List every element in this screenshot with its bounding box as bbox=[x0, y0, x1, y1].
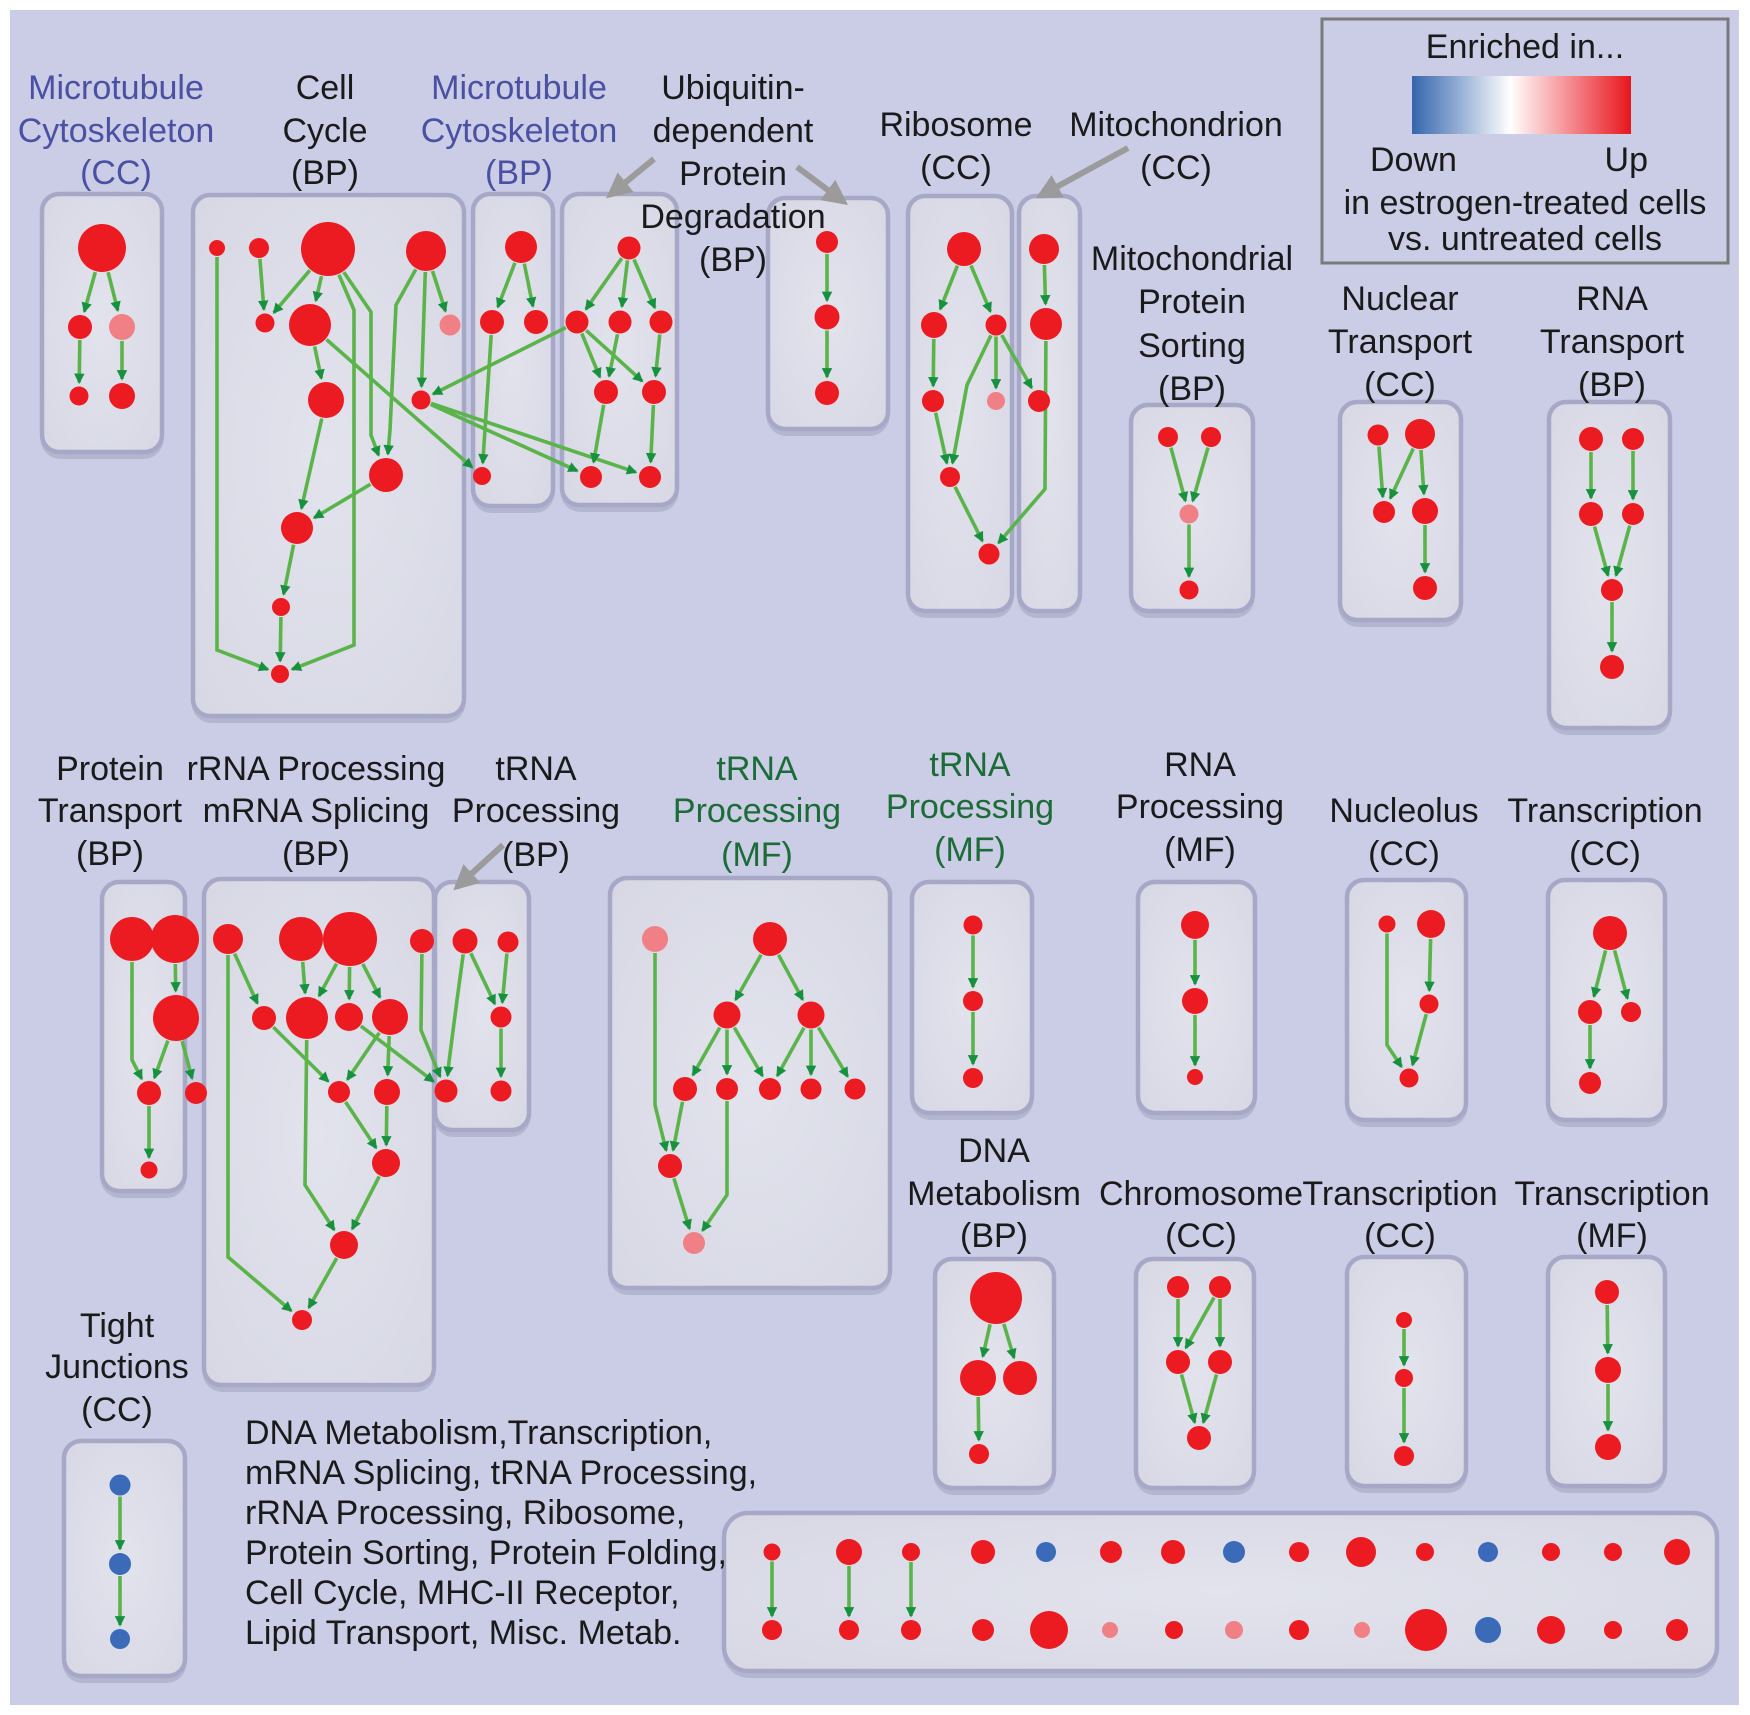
svg-text:Metabolism: Metabolism bbox=[907, 1175, 1081, 1213]
svg-text:Ubiquitin-: Ubiquitin- bbox=[661, 69, 805, 107]
svg-text:(CC): (CC) bbox=[1364, 1217, 1436, 1255]
svg-text:Down: Down bbox=[1370, 141, 1457, 179]
svg-text:Protein: Protein bbox=[1138, 283, 1246, 321]
svg-text:mRNA Splicing: mRNA Splicing bbox=[203, 792, 430, 830]
svg-text:Transport: Transport bbox=[1540, 323, 1685, 361]
svg-text:Tight: Tight bbox=[80, 1307, 155, 1345]
svg-text:(BP): (BP) bbox=[485, 154, 553, 192]
svg-text:Processing: Processing bbox=[1116, 788, 1284, 826]
svg-text:tRNA: tRNA bbox=[716, 750, 798, 788]
svg-text:Up: Up bbox=[1605, 141, 1648, 179]
svg-text:(CC): (CC) bbox=[1569, 835, 1641, 873]
svg-text:Sorting: Sorting bbox=[1138, 327, 1246, 365]
svg-text:DNA Metabolism,Transcription,: DNA Metabolism,Transcription, bbox=[245, 1414, 712, 1452]
svg-text:Lipid Transport, Misc. Metab.: Lipid Transport, Misc. Metab. bbox=[245, 1614, 682, 1652]
svg-text:(BP): (BP) bbox=[76, 835, 144, 873]
svg-text:Microtubule: Microtubule bbox=[28, 69, 204, 107]
svg-text:DNA: DNA bbox=[958, 1132, 1030, 1170]
svg-text:Protein: Protein bbox=[679, 155, 787, 193]
svg-text:(BP): (BP) bbox=[699, 241, 767, 279]
svg-text:Protein Sorting, Protein Foldi: Protein Sorting, Protein Folding, bbox=[245, 1534, 727, 1572]
svg-text:Mitochondrial: Mitochondrial bbox=[1091, 240, 1293, 278]
svg-text:Processing: Processing bbox=[886, 788, 1054, 826]
svg-text:Transcription: Transcription bbox=[1514, 1175, 1709, 1213]
svg-text:(MF): (MF) bbox=[934, 831, 1006, 869]
svg-text:in estrogen-treated cells: in estrogen-treated cells bbox=[1344, 184, 1707, 222]
svg-text:mRNA Splicing, tRNA Processing: mRNA Splicing, tRNA Processing, bbox=[245, 1454, 757, 1492]
svg-text:rRNA Processing, Ribosome,: rRNA Processing, Ribosome, bbox=[245, 1494, 685, 1532]
svg-text:(BP): (BP) bbox=[960, 1217, 1028, 1255]
svg-text:RNA: RNA bbox=[1164, 746, 1236, 784]
svg-text:Protein: Protein bbox=[56, 750, 164, 788]
svg-text:(MF): (MF) bbox=[1164, 831, 1236, 869]
svg-text:dependent: dependent bbox=[653, 112, 814, 150]
svg-text:Enriched in...: Enriched in... bbox=[1426, 28, 1624, 66]
svg-text:Transcription: Transcription bbox=[1302, 1175, 1497, 1213]
svg-text:Transcription: Transcription bbox=[1507, 792, 1702, 830]
svg-text:Junctions: Junctions bbox=[45, 1348, 189, 1386]
svg-text:Degradation: Degradation bbox=[640, 198, 825, 236]
svg-text:Cycle: Cycle bbox=[282, 112, 367, 150]
svg-text:(CC): (CC) bbox=[1165, 1217, 1237, 1255]
svg-text:vs. untreated cells: vs. untreated cells bbox=[1388, 220, 1662, 258]
svg-text:Cytoskeleton: Cytoskeleton bbox=[421, 112, 618, 150]
svg-text:(BP): (BP) bbox=[1158, 370, 1226, 408]
svg-text:(BP): (BP) bbox=[1578, 366, 1646, 404]
svg-text:Cell: Cell bbox=[296, 69, 355, 107]
svg-text:Nuclear: Nuclear bbox=[1341, 280, 1458, 318]
svg-text:rRNA Processing: rRNA Processing bbox=[187, 750, 446, 788]
svg-text:Cytoskeleton: Cytoskeleton bbox=[18, 112, 215, 150]
svg-text:(CC): (CC) bbox=[920, 149, 992, 187]
svg-text:Cell Cycle, MHC-II Receptor,: Cell Cycle, MHC-II Receptor, bbox=[245, 1574, 680, 1612]
svg-text:Transport: Transport bbox=[1328, 323, 1473, 361]
svg-text:(BP): (BP) bbox=[502, 836, 570, 874]
svg-text:Processing: Processing bbox=[452, 792, 620, 830]
svg-text:(CC): (CC) bbox=[1364, 366, 1436, 404]
svg-text:tRNA: tRNA bbox=[929, 746, 1011, 784]
svg-text:(CC): (CC) bbox=[80, 154, 152, 192]
svg-text:(CC): (CC) bbox=[81, 1391, 153, 1429]
svg-text:(BP): (BP) bbox=[291, 154, 359, 192]
svg-text:Nucleolus: Nucleolus bbox=[1329, 792, 1478, 830]
svg-text:(CC): (CC) bbox=[1140, 149, 1212, 187]
svg-text:Transport: Transport bbox=[38, 792, 183, 830]
svg-text:Mitochondrion: Mitochondrion bbox=[1069, 106, 1283, 144]
svg-text:Processing: Processing bbox=[673, 792, 841, 830]
svg-text:tRNA: tRNA bbox=[495, 750, 577, 788]
svg-text:(CC): (CC) bbox=[1368, 835, 1440, 873]
svg-text:Chromosome: Chromosome bbox=[1099, 1175, 1303, 1213]
svg-text:(MF): (MF) bbox=[1576, 1217, 1648, 1255]
svg-text:Ribosome: Ribosome bbox=[879, 106, 1032, 144]
svg-text:(BP): (BP) bbox=[282, 835, 350, 873]
svg-text:RNA: RNA bbox=[1576, 280, 1648, 318]
svg-text:Microtubule: Microtubule bbox=[431, 69, 607, 107]
svg-text:(MF): (MF) bbox=[721, 836, 793, 874]
